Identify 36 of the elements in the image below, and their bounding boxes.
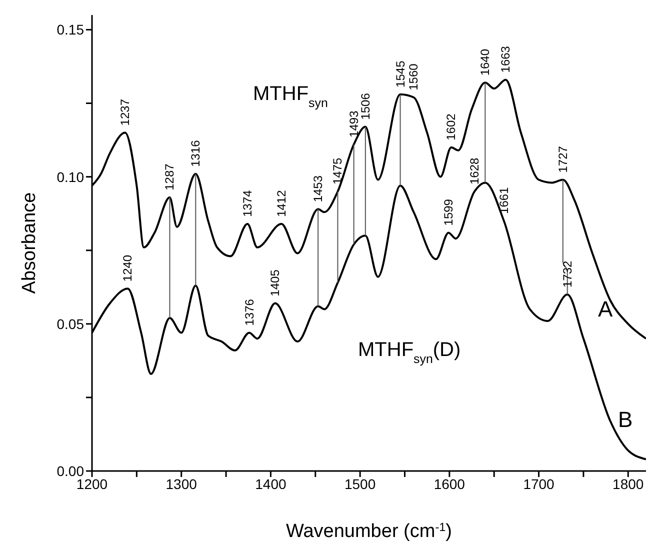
annotation: 1506 — [358, 92, 372, 120]
annotation: 1599 — [442, 198, 456, 226]
series-label: A — [598, 296, 613, 322]
annotation: 1663 — [498, 46, 513, 73]
y-tick-label: 0.05 — [56, 316, 84, 332]
x-axis-title: Wavenumber (cm$^{-1}$) — [286, 520, 452, 542]
x-tick-label: 1300 — [166, 476, 198, 492]
x-tick-label: 1600 — [434, 476, 466, 492]
annotation: 1727 — [556, 146, 570, 173]
annotation: 1405 — [268, 269, 282, 296]
annotation: 1602 — [444, 113, 458, 140]
x-tick-label: 1800 — [612, 476, 644, 492]
annotation: 1237 — [118, 98, 132, 126]
annotation: 1374 — [240, 190, 254, 217]
annotation: 1640 — [478, 48, 492, 76]
annotation: 1628 — [467, 157, 482, 185]
series-label: B — [618, 407, 633, 432]
annotation: 1287 — [162, 163, 177, 190]
y-axis-title: Absorbance — [19, 192, 40, 294]
x-tick-label: 1700 — [523, 476, 555, 492]
annotation: 1316 — [188, 140, 203, 167]
annotation: 1240 — [120, 254, 135, 282]
y-tick-label: 0.15 — [56, 22, 84, 38]
x-tick-label: 1400 — [255, 476, 286, 492]
annotation: 1545 — [393, 60, 408, 88]
x-tick-label: 1500 — [344, 476, 376, 492]
annotation: MTHF$_{syn}$ — [253, 83, 328, 110]
annotation: 1453 — [311, 175, 326, 202]
annotation: 1412 — [274, 190, 288, 217]
annotation: 1493 — [346, 110, 361, 138]
annotation: MTHF$_{syn}$(D) — [358, 339, 461, 366]
annotation: 1661 — [496, 186, 511, 214]
y-tick-label: 0.10 — [56, 168, 84, 185]
annotation: 1732 — [560, 260, 574, 288]
annotation: 1376 — [242, 298, 256, 326]
annotation: 1560 — [406, 63, 421, 90]
